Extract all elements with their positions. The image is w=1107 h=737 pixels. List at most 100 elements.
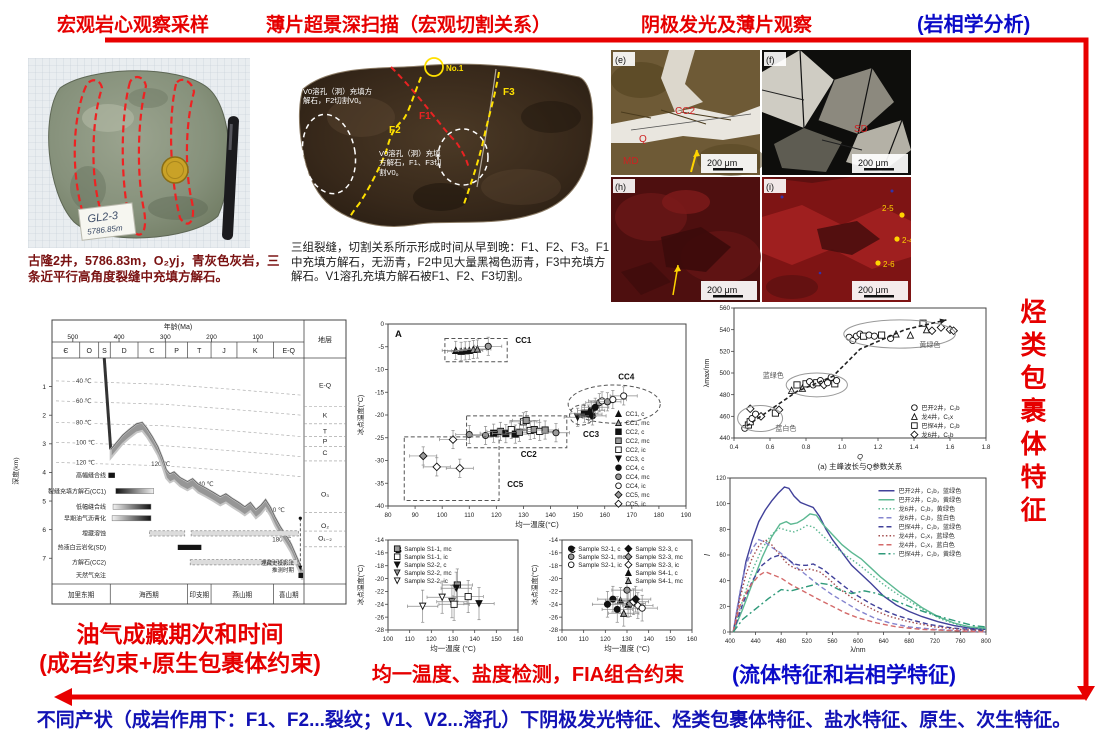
svg-text:140: 140 bbox=[469, 636, 480, 643]
vug-note-mid: V0溶孔（洞）充填方解石，F1、F3切割V0。 bbox=[379, 149, 442, 177]
svg-text:2: 2 bbox=[42, 413, 46, 420]
svg-text:600: 600 bbox=[853, 639, 864, 645]
svg-text:6: 6 bbox=[42, 527, 46, 534]
label-F2: F2 bbox=[389, 125, 401, 136]
svg-text:680: 680 bbox=[904, 639, 915, 645]
svg-text:Є: Є bbox=[63, 348, 68, 355]
svg-text:热液白云岩化(SD): 热液白云岩化(SD) bbox=[58, 544, 106, 552]
svg-text:80: 80 bbox=[719, 528, 726, 534]
svg-text:裂缝充填方解石(CC1): 裂缝充填方解石(CC1) bbox=[48, 487, 106, 495]
svg-text:40 ℃: 40 ℃ bbox=[76, 378, 92, 385]
svg-text:方解石(CC2): 方解石(CC2) bbox=[72, 559, 106, 567]
svg-text:A: A bbox=[395, 329, 402, 340]
svg-text:O₁₋₂: O₁₋₂ bbox=[318, 536, 332, 543]
svg-text:-25: -25 bbox=[375, 435, 385, 442]
scalebar-h: 200 μm bbox=[707, 285, 737, 295]
svg-text:480: 480 bbox=[719, 392, 730, 399]
svg-text:印支期: 印支期 bbox=[189, 590, 209, 599]
svg-text:0.4: 0.4 bbox=[730, 444, 739, 451]
svg-text:4: 4 bbox=[42, 470, 46, 477]
burial-history-chart: 年龄(Ma) 500 400 300 200 100 Є O S D C P T J K E-Q 地层 E-Q K T… bbox=[8, 316, 348, 624]
bottom-banner: 不同产状（成岩作用下：F1、F2...裂纹；V1、V2...溶孔）下阴极发光特征… bbox=[36, 710, 1072, 731]
svg-text:140: 140 bbox=[643, 636, 654, 643]
svg-text:720: 720 bbox=[930, 639, 941, 645]
svg-text:蓝白色: 蓝白色 bbox=[775, 423, 796, 432]
svg-text:黄绿色: 黄绿色 bbox=[919, 340, 940, 349]
svg-text:冰点温度(°C): 冰点温度(°C) bbox=[530, 565, 539, 606]
svg-text:Sample S2-2, c: Sample S2-2, c bbox=[404, 562, 446, 569]
svg-text:CC4, ic: CC4, ic bbox=[625, 483, 645, 490]
svg-text:E-Q: E-Q bbox=[319, 383, 331, 390]
svg-text:C: C bbox=[323, 450, 328, 457]
fi-spot-2-4 bbox=[894, 236, 900, 242]
svg-text:S: S bbox=[102, 348, 107, 355]
svg-text:440: 440 bbox=[751, 639, 762, 645]
svg-text:-5: -5 bbox=[378, 344, 384, 351]
svg-text:100: 100 bbox=[716, 502, 727, 508]
svg-text:110: 110 bbox=[464, 512, 475, 519]
side-vertical-label: 烃类包裹体特征 bbox=[1017, 298, 1047, 529]
svg-text:540: 540 bbox=[719, 327, 730, 334]
svg-text:7: 7 bbox=[42, 556, 46, 563]
svg-text:Sample S2-3, c: Sample S2-3, c bbox=[635, 546, 677, 553]
svg-text:Sample S2-1, ic: Sample S2-1, ic bbox=[578, 562, 622, 569]
svg-text:500: 500 bbox=[67, 334, 78, 341]
svg-text:-20: -20 bbox=[375, 576, 385, 583]
svg-text:天然气充注: 天然气充注 bbox=[76, 572, 106, 580]
svg-text:-20: -20 bbox=[549, 576, 559, 583]
svg-text:500: 500 bbox=[719, 370, 730, 377]
chart-svg-lambda: 0.4 0.6 0.8 1.0 1.2 1.4 1.6 1.8 560 540 520 500 480 4… bbox=[704, 305, 991, 471]
svg-text:P: P bbox=[174, 348, 179, 355]
svg-text:760: 760 bbox=[955, 639, 966, 645]
label-SD: SD bbox=[854, 124, 868, 135]
svg-text:560: 560 bbox=[827, 639, 838, 645]
svg-text:埋藏溶蚀: 埋藏溶蚀 bbox=[82, 530, 106, 538]
svg-text:O: O bbox=[86, 348, 92, 355]
svg-text:CC5, ic: CC5, ic bbox=[625, 501, 645, 508]
svg-text:Sample S4-1, mc: Sample S4-1, mc bbox=[635, 578, 682, 585]
svg-text:1.6: 1.6 bbox=[946, 444, 955, 451]
scalebar-e: 200 μm bbox=[707, 158, 737, 168]
svg-text:Sample S1-1, ic: Sample S1-1, ic bbox=[404, 554, 448, 561]
panel-letter-h: (h) bbox=[615, 182, 626, 192]
svg-text:燕山期: 燕山期 bbox=[232, 590, 252, 599]
svg-text:-26: -26 bbox=[375, 614, 385, 621]
svg-text:120 ℃: 120 ℃ bbox=[76, 459, 95, 466]
svg-text:120: 120 bbox=[716, 476, 727, 482]
svg-text:100: 100 bbox=[437, 512, 448, 519]
svg-text:龙4井，C₁x: 龙4井，C₁x bbox=[921, 413, 954, 421]
svg-text:C: C bbox=[149, 348, 154, 355]
svg-text:Sample S2-1, c: Sample S2-1, c bbox=[578, 546, 620, 553]
svg-text:Sample S1-1, mc: Sample S1-1, mc bbox=[404, 546, 451, 553]
svg-text:Sample S2-2, ic: Sample S2-2, ic bbox=[404, 578, 448, 585]
svg-text:5: 5 bbox=[42, 498, 46, 505]
svg-text:龙6井，C₁b，黄绿色: 龙6井，C₁b，黄绿色 bbox=[898, 505, 955, 513]
svg-text:80: 80 bbox=[384, 512, 392, 519]
svg-text:O₃: O₃ bbox=[321, 491, 329, 498]
svg-text:0: 0 bbox=[723, 630, 727, 636]
svg-text:-16: -16 bbox=[375, 550, 385, 557]
svg-text:40: 40 bbox=[719, 579, 726, 585]
fluorescence-spectra-chart: 400 440 480 520 560 600 640 680 720 760 800 0 20 40 60… bbox=[700, 470, 994, 658]
svg-text:-35: -35 bbox=[375, 480, 385, 487]
svg-text:冰点温度(°C): 冰点温度(°C) bbox=[356, 565, 365, 606]
th-tm-scatter-C: 100 110 120 130 140 150 160 -14 -16 -18 -20 -22 -24 -… bbox=[528, 532, 700, 656]
svg-text:CC2: CC2 bbox=[521, 450, 538, 459]
svg-text:早期油气沥青化: 早期油气沥青化 bbox=[64, 515, 106, 523]
burial-caption: 油气成藏期次和时间 (成岩约束+原生包裹体约束) bbox=[15, 620, 345, 678]
svg-text:100: 100 bbox=[557, 636, 568, 643]
svg-text:640: 640 bbox=[879, 639, 890, 645]
burial-caption-line1: 油气成藏期次和时间 bbox=[76, 621, 284, 647]
svg-text:100 ℃: 100 ℃ bbox=[76, 439, 95, 446]
svg-text:年龄(Ma): 年龄(Ma) bbox=[164, 322, 192, 331]
svg-text:0: 0 bbox=[380, 321, 384, 328]
svg-text:80 ℃: 80 ℃ bbox=[76, 419, 92, 426]
coin-scale bbox=[161, 156, 189, 184]
chart-svg-C: 100 110 120 130 140 150 160 -14 -16 -18 -20 -22 -24 -… bbox=[530, 537, 698, 653]
micrograph-svg: CC2 Q MD (e) 200 μm SD (f) bbox=[611, 49, 914, 302]
svg-text:D: D bbox=[122, 348, 127, 355]
svg-text:巴开2井，C₁b: 巴开2井，C₁b bbox=[921, 404, 960, 412]
svg-text:-14: -14 bbox=[549, 537, 559, 544]
svg-text:100: 100 bbox=[383, 636, 394, 643]
